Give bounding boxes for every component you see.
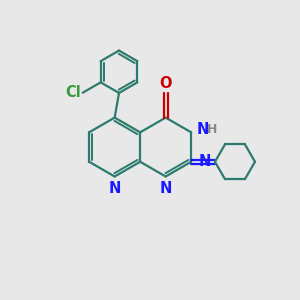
Text: N: N [109, 181, 121, 196]
Text: O: O [159, 76, 172, 91]
Text: N: N [160, 181, 172, 196]
Text: N: N [197, 122, 209, 137]
Text: Cl: Cl [66, 85, 81, 100]
Text: H: H [207, 123, 218, 136]
Text: N: N [199, 154, 211, 169]
